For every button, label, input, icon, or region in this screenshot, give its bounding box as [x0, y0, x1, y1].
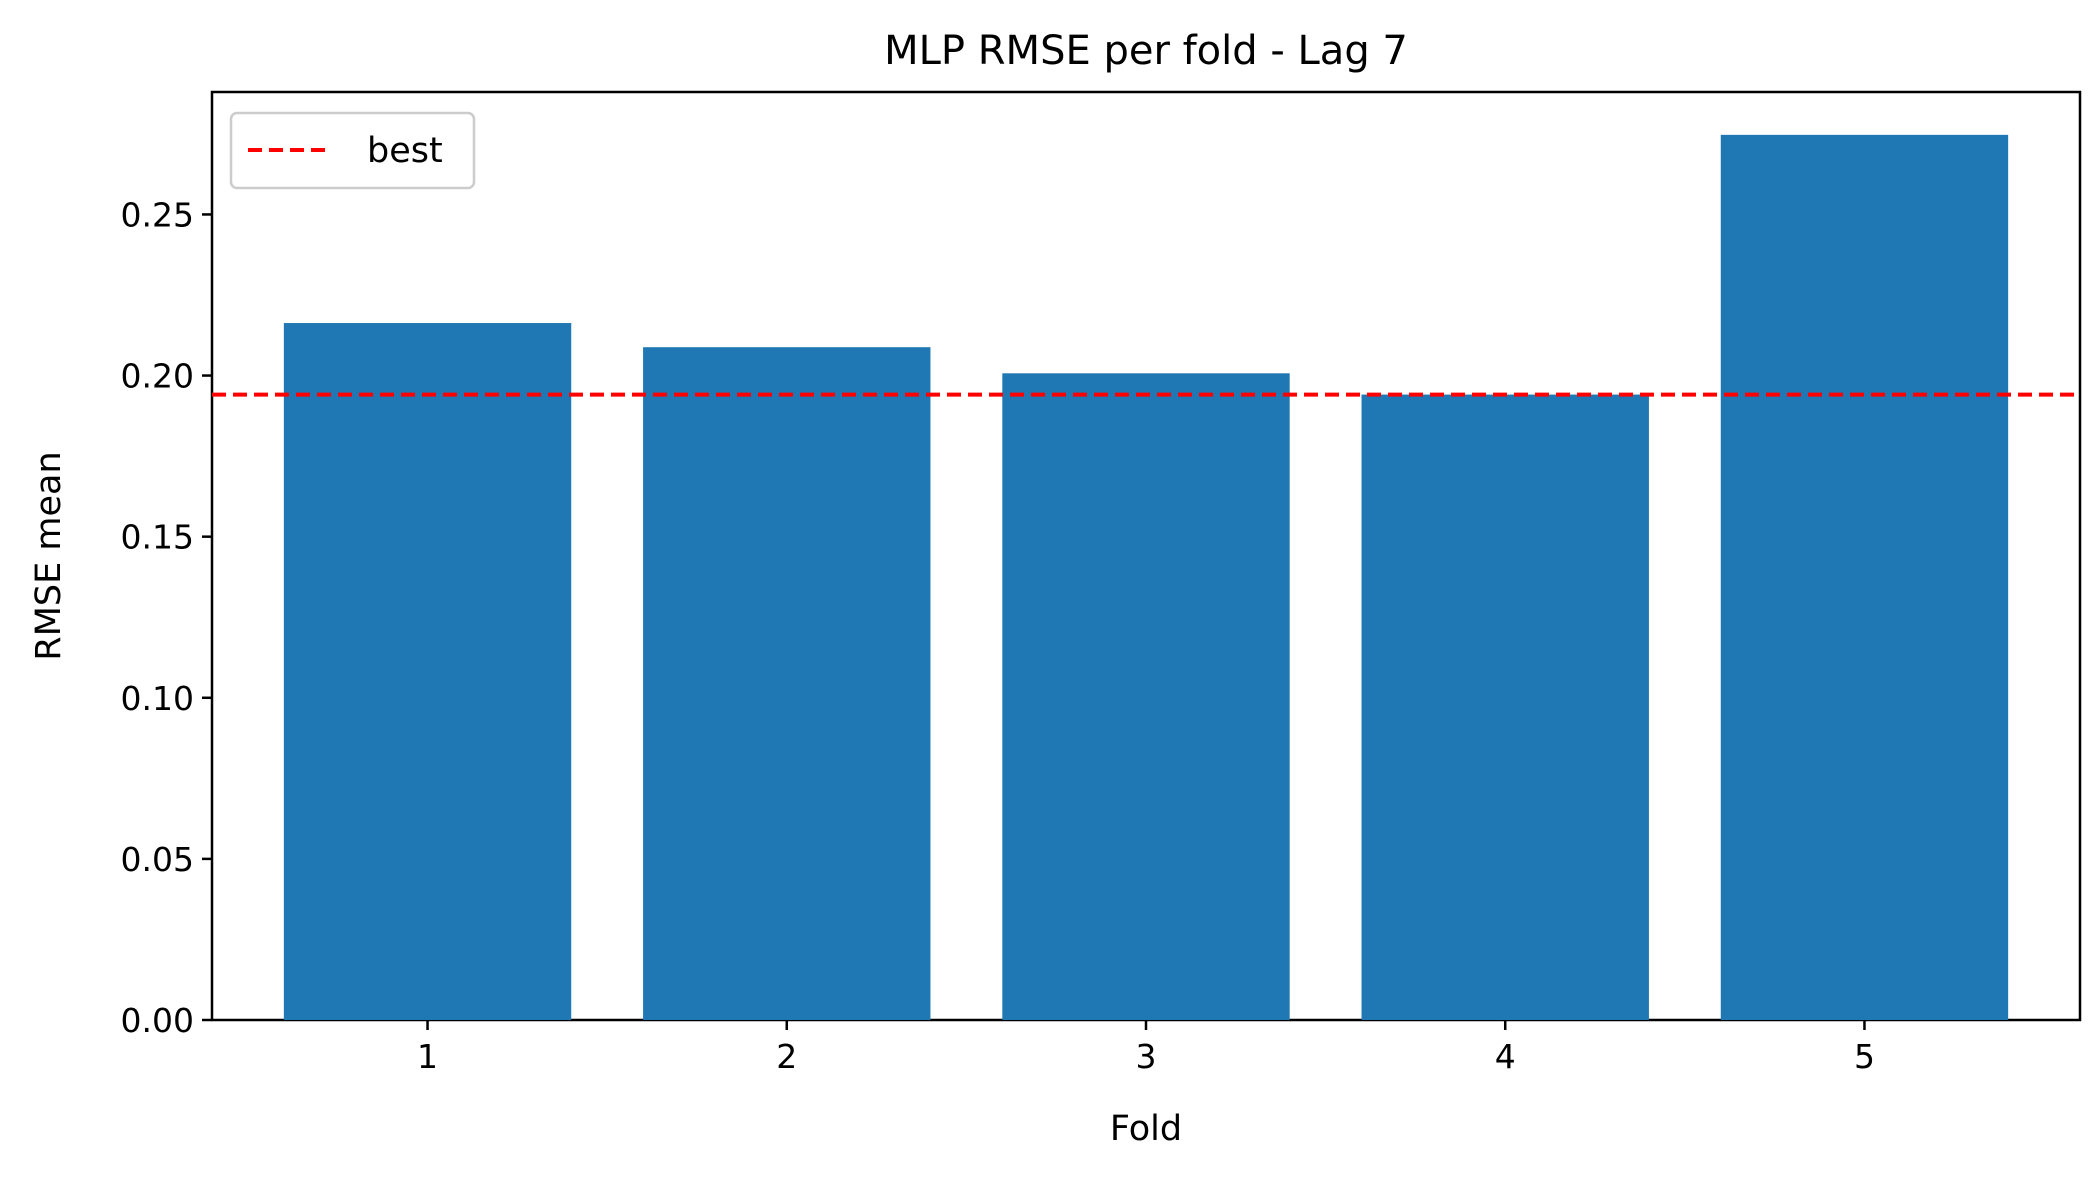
y-tick-label: 0.20	[121, 357, 194, 396]
x-axis-label: Fold	[1110, 1109, 1182, 1149]
legend-box	[229, 111, 476, 190]
bar-fold-1	[283, 323, 572, 1020]
chart-title: MLP RMSE per fold - Lag 7	[884, 28, 1408, 74]
x-tick-label: 5	[1854, 1037, 1875, 1076]
bar-fold-2	[643, 347, 931, 1020]
x-tick-label: 4	[1495, 1037, 1516, 1076]
bar-fold-4	[1361, 394, 1649, 1021]
legend: best	[229, 111, 476, 190]
bars-group	[283, 134, 2009, 1021]
legend-label-best: best	[367, 131, 443, 171]
y-axis-label: RMSE mean	[29, 451, 69, 660]
x-tick-label: 2	[776, 1037, 797, 1076]
x-tick-label: 3	[1136, 1037, 1157, 1076]
bar-fold-3	[1002, 373, 1290, 1020]
y-axis-ticks: 0.00 0.05 0.10 0.15 0.20 0.25	[121, 195, 212, 1040]
x-tick-label: 1	[417, 1037, 438, 1076]
y-tick-label: 0.15	[121, 518, 194, 557]
y-tick-label: 0.10	[121, 679, 194, 718]
x-axis-ticks: 1 2 3 4 5	[417, 1020, 1875, 1076]
y-tick-label: 0.00	[121, 1001, 194, 1040]
y-tick-label: 0.05	[121, 840, 194, 879]
bar-fold-5	[1720, 134, 2009, 1020]
y-tick-label: 0.25	[121, 195, 194, 234]
